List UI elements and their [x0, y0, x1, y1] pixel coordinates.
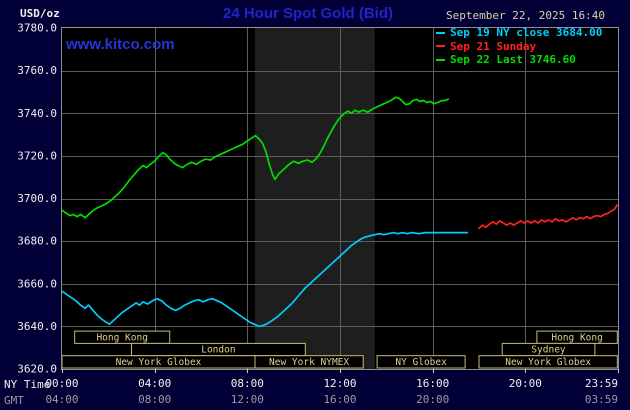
- x-tick-label-ny: 00:00: [45, 377, 78, 390]
- x-tick-label-gmt: 20:00: [416, 393, 449, 406]
- sep22-line-swatch-icon: [436, 58, 445, 61]
- sep21-line-swatch-icon: [436, 45, 445, 48]
- axis-tick-marks: [62, 369, 619, 373]
- series-line-sep21-sunday: [478, 204, 619, 230]
- legend-item-sep21-sunday: Sep 21 Sunday: [436, 40, 605, 54]
- nymex-hours-band: [255, 28, 375, 369]
- series-line-sep22-current: [61, 96, 450, 219]
- chart-title: 24 Hour Spot Gold (Bid): [223, 5, 393, 22]
- session-label: Hong Kong: [96, 332, 147, 343]
- legend-label-sep21: Sep 21 Sunday: [450, 39, 537, 53]
- legend-item-sep19-close: Sep 19 NY close 3684.00: [436, 26, 605, 40]
- session-label: Sydney: [531, 345, 566, 356]
- session-label: New York Globex: [505, 357, 591, 368]
- session-label: NY Globex: [395, 357, 447, 368]
- y-tick-label: 3760.0: [17, 64, 57, 77]
- x-tick-label-ny: 04:00: [138, 377, 171, 390]
- y-tick-label: 3700.0: [17, 192, 57, 205]
- legend-label-sep22: Sep 22 Last 3746.60: [450, 53, 576, 67]
- ny-time-axis-caption: NY Time: [4, 378, 51, 391]
- session-box-new-york-nymex: [254, 355, 364, 369]
- y-tick-label: 3660.0: [17, 277, 57, 290]
- y-tick-label: 3740.0: [17, 107, 57, 120]
- session-label: New York Globex: [116, 357, 202, 368]
- session-label: New York NYMEX: [269, 357, 349, 368]
- y-tick-label: 3620.0: [17, 363, 57, 376]
- x-tick-label-ny: 12:00: [323, 377, 356, 390]
- x-tick-label-gmt: 03:59: [585, 393, 618, 406]
- y-axis-units-label: USD/oz: [20, 7, 60, 20]
- grid-lines: [62, 28, 618, 369]
- session-box-ny-globex: [376, 355, 466, 369]
- y-tick-label: 3680.0: [17, 235, 57, 248]
- x-tick-label-gmt: 04:00: [45, 393, 78, 406]
- x-tick-label-ny: 08:00: [231, 377, 264, 390]
- legend-item-sep22-last: Sep 22 Last 3746.60: [436, 53, 605, 67]
- y-tick-label: 3780.0: [17, 22, 57, 35]
- kitco-watermark-link[interactable]: www.kitco.com: [66, 36, 175, 53]
- axis-labels: 3780.0 3760.0 3740.0 3720.0 3700.0 3680.0 3660…: [17, 22, 618, 407]
- x-tick-label-gmt: 12:00: [231, 393, 264, 406]
- series-line-sep19-ny-close: [61, 231, 469, 328]
- session-label: London: [201, 345, 235, 356]
- date-legend-panel: September 22, 2025 16:40 Sep 19 NY close…: [436, 9, 605, 67]
- datetime-stamp: September 22, 2025 16:40: [446, 9, 605, 22]
- x-tick-label-ny: 16:00: [416, 377, 449, 390]
- gmt-axis-caption: GMT: [4, 394, 24, 407]
- y-tick-label: 3720.0: [17, 149, 57, 162]
- x-tick-label-gmt: 16:00: [323, 393, 356, 406]
- x-tick-label-gmt: 08:00: [138, 393, 171, 406]
- y-tick-label: 3640.0: [17, 320, 57, 333]
- legend-label-sep19: Sep 19 NY close 3684.00: [450, 26, 603, 40]
- session-label: Hong Kong: [551, 332, 602, 343]
- sep19-line-swatch-icon: [436, 31, 445, 34]
- x-tick-label-ny: 20:00: [509, 377, 542, 390]
- x-tick-label-ny: 23:59: [585, 377, 618, 390]
- session-box-hong-kong: [74, 330, 171, 344]
- session-box-new-york-globex: [478, 355, 618, 369]
